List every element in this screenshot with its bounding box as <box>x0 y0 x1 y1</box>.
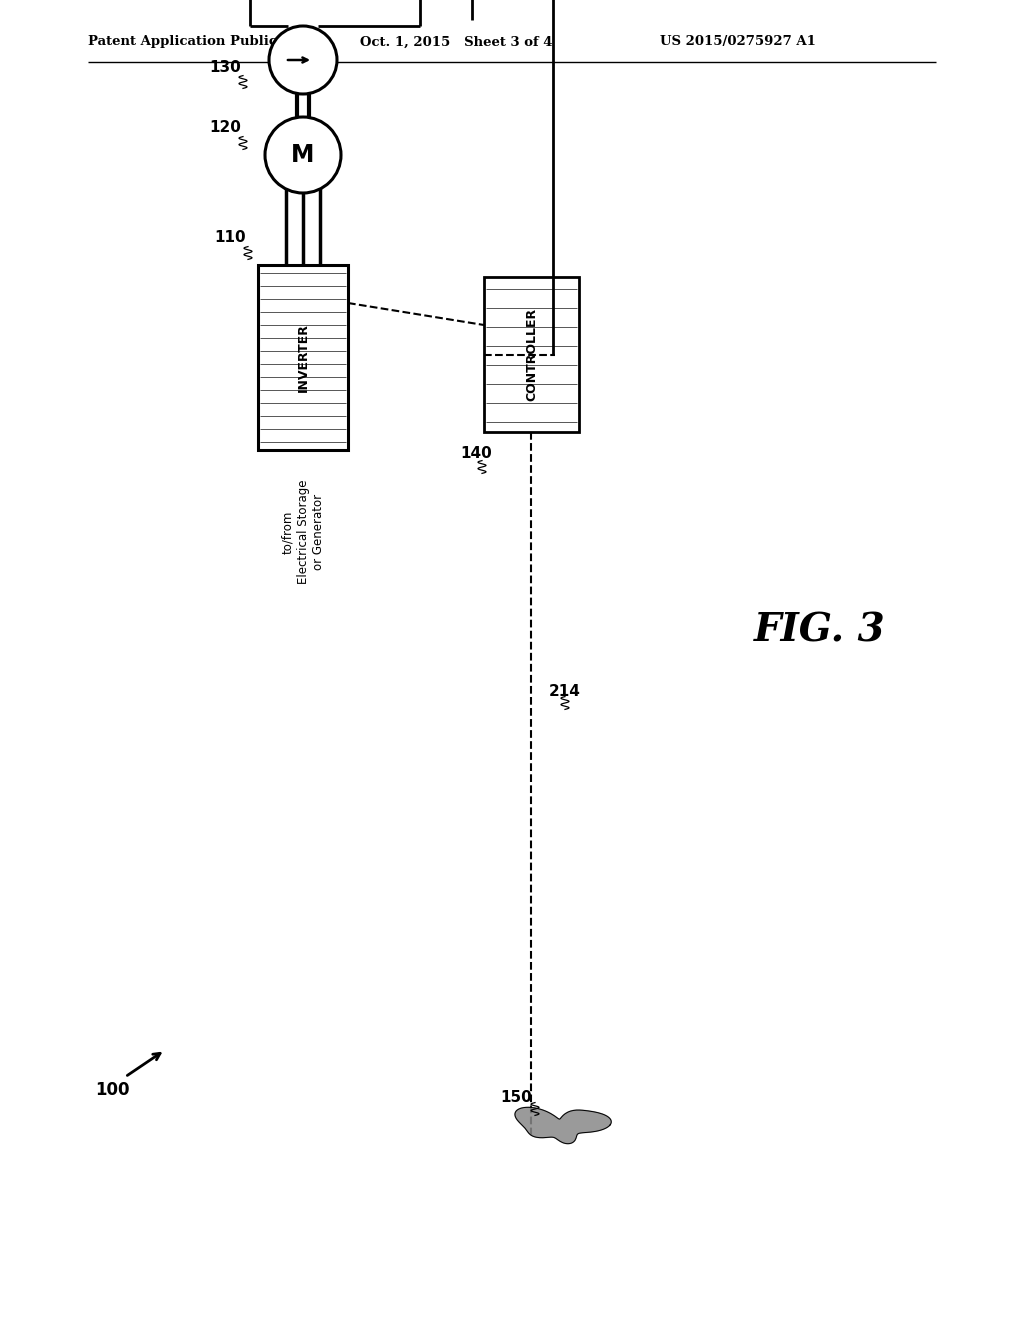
Text: 100: 100 <box>95 1081 129 1100</box>
Circle shape <box>265 117 341 193</box>
Circle shape <box>269 26 337 94</box>
Text: 120: 120 <box>209 120 241 135</box>
Text: US 2015/0275927 A1: US 2015/0275927 A1 <box>660 36 816 49</box>
Text: INVERTER: INVERTER <box>297 323 309 392</box>
Text: 150: 150 <box>500 1089 531 1105</box>
Text: FIG. 3: FIG. 3 <box>755 611 886 649</box>
Text: 214: 214 <box>549 684 581 698</box>
Bar <box>484 277 579 432</box>
Text: Patent Application Publication: Patent Application Publication <box>88 36 314 49</box>
Text: to/from
Electrical Storage
or Generator: to/from Electrical Storage or Generator <box>282 480 325 585</box>
Text: M: M <box>291 143 314 168</box>
Text: CONTROLLER: CONTROLLER <box>525 308 538 401</box>
Text: 110: 110 <box>214 230 246 244</box>
Polygon shape <box>515 1107 611 1143</box>
Text: Oct. 1, 2015   Sheet 3 of 4: Oct. 1, 2015 Sheet 3 of 4 <box>360 36 553 49</box>
Bar <box>258 265 348 450</box>
Text: 130: 130 <box>209 61 241 75</box>
Text: 140: 140 <box>460 446 492 462</box>
